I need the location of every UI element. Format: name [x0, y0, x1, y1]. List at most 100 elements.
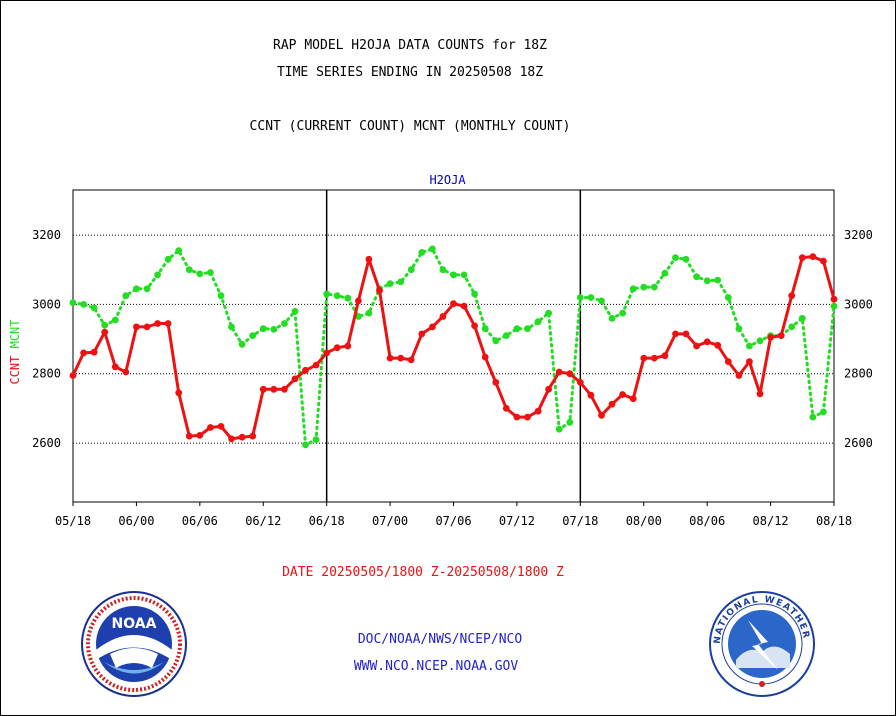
data-point-ccnt [471, 322, 478, 330]
data-point-ccnt [767, 333, 774, 341]
data-point-ccnt [133, 323, 140, 331]
data-point-ccnt [555, 368, 563, 376]
x-tick-label: 08/06 [689, 514, 725, 528]
data-point-mcnt [344, 294, 352, 302]
data-point-ccnt [650, 354, 658, 362]
data-point-mcnt [682, 255, 690, 263]
data-point-ccnt [481, 353, 489, 361]
x-tick-label: 06/00 [118, 514, 154, 528]
data-point-ccnt [545, 385, 552, 393]
data-point-mcnt [756, 337, 764, 345]
x-tick-label: 07/18 [562, 514, 598, 528]
data-point-mcnt [608, 314, 616, 322]
data-point-ccnt [302, 366, 309, 374]
data-point-mcnt [259, 325, 267, 333]
data-point-mcnt [249, 332, 257, 339]
chart-title: H2OJA [429, 173, 466, 187]
x-tick-label: 07/00 [372, 514, 408, 528]
data-point-ccnt [386, 354, 394, 362]
data-point-mcnt [407, 266, 415, 274]
data-point-mcnt [439, 266, 447, 274]
data-point-ccnt [809, 253, 817, 260]
data-point-ccnt [598, 411, 605, 419]
data-point-ccnt [365, 255, 373, 263]
data-point-mcnt [386, 280, 394, 287]
data-point-ccnt [333, 344, 341, 352]
data-point-mcnt [661, 269, 669, 277]
data-point-mcnt [207, 269, 214, 276]
y-tick-label-right: 2600 [844, 436, 873, 450]
data-point-ccnt [703, 338, 711, 346]
x-tick-label: 06/12 [245, 514, 281, 528]
data-point-ccnt [217, 423, 225, 430]
data-point-mcnt [629, 285, 637, 293]
data-point-ccnt [429, 323, 436, 331]
data-point-ccnt [661, 352, 669, 360]
data-point-ccnt [756, 390, 764, 398]
chart-header-line1: RAP MODEL H2OJA DATA COUNTS for 18Z [273, 38, 547, 53]
data-point-mcnt [355, 313, 362, 320]
data-point-ccnt [714, 341, 722, 349]
data-point-mcnt [598, 297, 605, 305]
noaa-logo-text: NOAA [112, 616, 157, 632]
data-point-ccnt [69, 372, 77, 379]
data-point-ccnt [355, 297, 362, 305]
data-point-ccnt [587, 391, 595, 399]
data-point-mcnt [809, 413, 817, 421]
data-point-mcnt [460, 271, 468, 279]
chart-header-line2: TIME SERIES ENDING IN 20250508 18Z [276, 65, 544, 80]
data-point-mcnt [333, 292, 341, 300]
data-point-mcnt [175, 247, 183, 255]
data-point-ccnt [672, 330, 679, 338]
data-point-ccnt [450, 300, 457, 308]
data-point-mcnt [312, 436, 320, 443]
data-point-mcnt [534, 318, 542, 326]
data-point-ccnt [735, 372, 743, 379]
data-point-mcnt [619, 309, 626, 317]
data-point-ccnt [281, 385, 288, 393]
data-point-mcnt [185, 266, 193, 274]
data-point-mcnt [724, 294, 732, 301]
data-point-mcnt [640, 283, 648, 291]
data-point-ccnt [207, 424, 214, 431]
noaa-logo: NOAA [81, 591, 187, 697]
data-point-ccnt [682, 330, 690, 338]
data-point-mcnt [703, 277, 711, 285]
data-point-mcnt [672, 254, 679, 261]
data-point-mcnt [714, 276, 722, 284]
data-point-mcnt [429, 245, 436, 253]
y-tick-label-left: 2800 [32, 367, 61, 381]
data-point-ccnt [259, 385, 267, 393]
data-point-mcnt [80, 301, 87, 308]
y-tick-label-right: 2800 [844, 367, 873, 381]
data-point-mcnt [238, 340, 246, 348]
data-point-ccnt [830, 295, 838, 303]
data-point-ccnt [439, 313, 447, 320]
data-point-mcnt [545, 309, 552, 317]
data-point-ccnt [80, 349, 87, 357]
data-point-ccnt [249, 432, 257, 440]
data-point-ccnt [175, 389, 183, 397]
data-point-mcnt [302, 441, 309, 449]
x-tick-label: 08/00 [626, 514, 662, 528]
data-point-mcnt [111, 316, 119, 324]
website-link[interactable]: WWW.NCO.NCEP.NOAA.GOV [353, 659, 519, 674]
x-tick-label: 06/18 [309, 514, 345, 528]
data-point-mcnt [587, 294, 595, 301]
data-point-mcnt [798, 314, 806, 322]
y-axis-label-ccnt: CCNT [8, 348, 22, 384]
date-range-label: DATE 20250505/1800 Z-20250508/1800 Z [282, 565, 564, 580]
data-point-ccnt [640, 354, 648, 362]
data-point-mcnt [576, 294, 584, 301]
nws-logo: NATIONAL WEATHER SERVICE [708, 590, 815, 697]
data-point-ccnt [576, 379, 584, 386]
data-point-mcnt [566, 418, 574, 426]
data-point-mcnt [735, 325, 743, 333]
data-point-mcnt [69, 299, 77, 307]
data-point-ccnt [629, 395, 637, 403]
data-point-ccnt [788, 292, 796, 300]
data-point-mcnt [502, 332, 510, 339]
data-point-ccnt [746, 358, 753, 365]
data-point-mcnt [820, 408, 827, 416]
data-point-mcnt [450, 271, 457, 279]
